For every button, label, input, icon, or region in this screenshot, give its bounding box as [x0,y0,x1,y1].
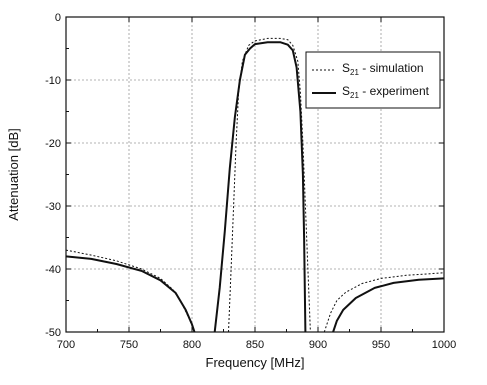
y-tick-label: -10 [45,75,61,87]
y-tick-label: -20 [45,138,61,150]
x-tick-label: 800 [183,339,201,351]
x-tick-label: 950 [372,339,390,351]
x-tick-label: 1000 [432,339,456,351]
x-axis-label: Frequency [MHz] [206,355,305,370]
y-tick-label: -50 [45,327,61,339]
x-tick-label: 700 [57,339,75,351]
x-tick-label: 750 [120,339,138,351]
series-line-simulation [324,273,444,332]
y-axis-label: Attenuation [dB] [6,128,21,221]
y-tick-labels: 0 -10 -20 -30 -40 -50 [45,12,61,339]
legend: S21 - simulation S21 - experiment [306,52,440,108]
series-line-experiment [66,256,195,332]
y-tick-label: 0 [55,12,61,24]
x-tick-labels: 700 750 800 850 900 950 1000 [57,339,456,351]
x-tick-label: 850 [246,339,264,351]
series-line-experiment [215,42,306,332]
y-tick-label: -30 [45,201,61,213]
y-tick-label: -40 [45,264,61,276]
series-line-experiment [333,278,444,332]
x-tick-label: 900 [309,339,327,351]
series-line-simulation [66,250,195,332]
